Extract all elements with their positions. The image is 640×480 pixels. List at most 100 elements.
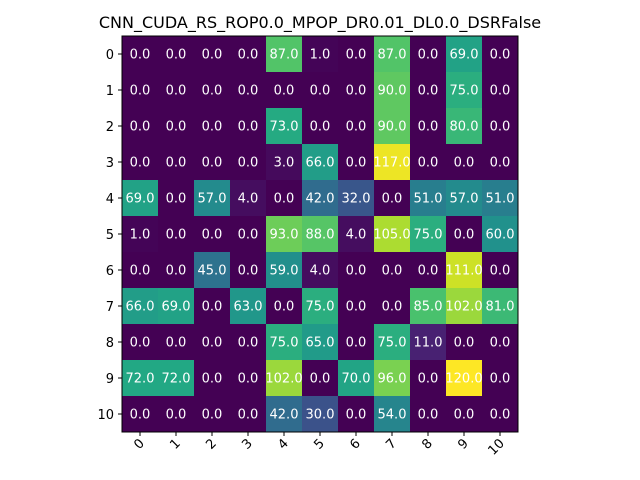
heatmap-cell-r0-c0 <box>122 36 159 73</box>
cell-value-r0-c9: 69.0 <box>450 48 479 63</box>
cell-value-r3-c9: 0.0 <box>454 156 475 171</box>
heatmap-cell-r5-c0 <box>122 216 159 253</box>
heatmap-cell-r10-c2 <box>194 396 231 433</box>
heatmap-cell-r2-c7 <box>374 108 411 145</box>
cell-value-r7-c3: 63.0 <box>234 300 263 315</box>
cell-value-r9-c0: 72.0 <box>126 372 155 387</box>
heatmap-cell-r1-c8 <box>410 72 447 109</box>
cell-value-r7-c2: 0.0 <box>202 300 223 315</box>
heatmap-cell-r2-c0 <box>122 108 159 145</box>
heatmap-cell-r9-c7 <box>374 360 411 397</box>
cell-value-r0-c7: 87.0 <box>378 48 407 63</box>
heatmap-cell-r10-c5 <box>302 396 339 433</box>
cell-value-r7-c6: 0.0 <box>346 300 367 315</box>
heatmap-cell-r2-c3 <box>230 108 267 145</box>
cell-value-r8-c7: 75.0 <box>378 336 407 351</box>
heatmap-cell-r7-c10 <box>482 288 519 325</box>
cell-value-r5-c6: 4.0 <box>346 228 367 243</box>
chart-title: CNN_CUDA_RS_ROP0.0_MPOP_DR0.01_DL0.0_DSR… <box>99 13 541 33</box>
cell-value-r6-c10: 0.0 <box>490 264 511 279</box>
cell-value-r5-c9: 0.0 <box>454 228 475 243</box>
heatmap-cell-r8-c8 <box>410 324 447 361</box>
heatmap-cell-r8-c4 <box>266 324 303 361</box>
heatmap-cell-r9-c2 <box>194 360 231 397</box>
cell-value-r5-c10: 60.0 <box>486 228 515 243</box>
cell-value-r9-c2: 0.0 <box>202 372 223 387</box>
heatmap-cell-r8-c10 <box>482 324 519 361</box>
heatmap-cell-r7-c1 <box>158 288 195 325</box>
cell-value-r2-c0: 0.0 <box>130 120 151 135</box>
cell-value-r6-c2: 45.0 <box>198 264 227 279</box>
heatmap-cell-r10-c10 <box>482 396 519 433</box>
heatmap-cell-r10-c9 <box>446 396 483 433</box>
cell-value-r6-c9: 111.0 <box>445 264 482 279</box>
heatmap-cell-r2-c9 <box>446 108 483 145</box>
heatmap-cell-r8-c6 <box>338 324 375 361</box>
heatmap-cell-r4-c5 <box>302 180 339 217</box>
heatmap-cell-r0-c3 <box>230 36 267 73</box>
heatmap-cell-r6-c4 <box>266 252 303 289</box>
heatmap-cell-r7-c6 <box>338 288 375 325</box>
heatmap-cell-r3-c3 <box>230 144 267 181</box>
cell-value-r7-c10: 81.0 <box>486 300 515 315</box>
heatmap-cell-r10-c4 <box>266 396 303 433</box>
x-tick-label-7: 7 <box>383 436 399 452</box>
heatmap-cell-r2-c1 <box>158 108 195 145</box>
heatmap-cell-r4-c7 <box>374 180 411 217</box>
cell-value-r0-c6: 0.0 <box>346 48 367 63</box>
heatmap-cell-r8-c7 <box>374 324 411 361</box>
cell-value-r8-c10: 0.0 <box>490 336 511 351</box>
cell-value-r7-c5: 75.0 <box>306 300 335 315</box>
cell-value-r1-c9: 75.0 <box>450 84 479 99</box>
cell-value-r9-c7: 96.0 <box>378 372 407 387</box>
cell-value-r8-c9: 0.0 <box>454 336 475 351</box>
y-tick-label-6: 6 <box>106 264 114 279</box>
y-tick-label-1: 1 <box>106 84 114 99</box>
heatmap-cell-r0-c8 <box>410 36 447 73</box>
heatmap-cell-r3-c1 <box>158 144 195 181</box>
y-tick-label-7: 7 <box>106 300 114 315</box>
cell-value-r10-c7: 54.0 <box>378 408 407 423</box>
cell-value-r6-c1: 0.0 <box>166 264 187 279</box>
cell-value-r6-c3: 0.0 <box>238 264 259 279</box>
heatmap-cell-r10-c8 <box>410 396 447 433</box>
cell-value-r4-c3: 4.0 <box>238 192 259 207</box>
cell-value-r6-c4: 59.0 <box>270 264 299 279</box>
heatmap-cell-r5-c1 <box>158 216 195 253</box>
heatmap-cell-r4-c4 <box>266 180 303 217</box>
y-tick-label-10: 10 <box>97 408 114 423</box>
cell-value-r4-c7: 0.0 <box>382 192 403 207</box>
heatmap-cell-r5-c3 <box>230 216 267 253</box>
heatmap-cell-r10-c1 <box>158 396 195 433</box>
cell-value-r8-c3: 0.0 <box>238 336 259 351</box>
cell-value-r1-c1: 0.0 <box>166 84 187 99</box>
cell-value-r3-c1: 0.0 <box>166 156 187 171</box>
cell-value-r9-c8: 0.0 <box>418 372 439 387</box>
cell-value-r2-c2: 0.0 <box>202 120 223 135</box>
x-tick-label-5: 5 <box>311 436 327 452</box>
cell-value-r0-c8: 0.0 <box>418 48 439 63</box>
cell-value-r1-c8: 0.0 <box>418 84 439 99</box>
heatmap-cell-r7-c2 <box>194 288 231 325</box>
cell-value-r8-c4: 75.0 <box>270 336 299 351</box>
heatmap-cell-r8-c1 <box>158 324 195 361</box>
heatmap-cell-r9-c9 <box>446 360 483 397</box>
cell-value-r3-c6: 0.0 <box>346 156 367 171</box>
cell-value-r1-c4: 0.0 <box>274 84 295 99</box>
heatmap-cell-r1-c9 <box>446 72 483 109</box>
cell-value-r10-c6: 0.0 <box>346 408 367 423</box>
heatmap-cells <box>122 36 519 433</box>
heatmap-cell-r2-c6 <box>338 108 375 145</box>
heatmap-cell-r6-c6 <box>338 252 375 289</box>
heatmap-cell-r5-c2 <box>194 216 231 253</box>
heatmap-cell-r0-c1 <box>158 36 195 73</box>
cell-value-r2-c3: 0.0 <box>238 120 259 135</box>
heatmap-cell-r4-c0 <box>122 180 159 217</box>
cell-value-r2-c8: 0.0 <box>418 120 439 135</box>
cell-value-r4-c4: 0.0 <box>274 192 295 207</box>
cell-value-r0-c1: 0.0 <box>166 48 187 63</box>
cell-value-r5-c1: 0.0 <box>166 228 187 243</box>
cell-value-r10-c5: 30.0 <box>306 408 335 423</box>
x-tick-label-4: 4 <box>275 436 291 452</box>
